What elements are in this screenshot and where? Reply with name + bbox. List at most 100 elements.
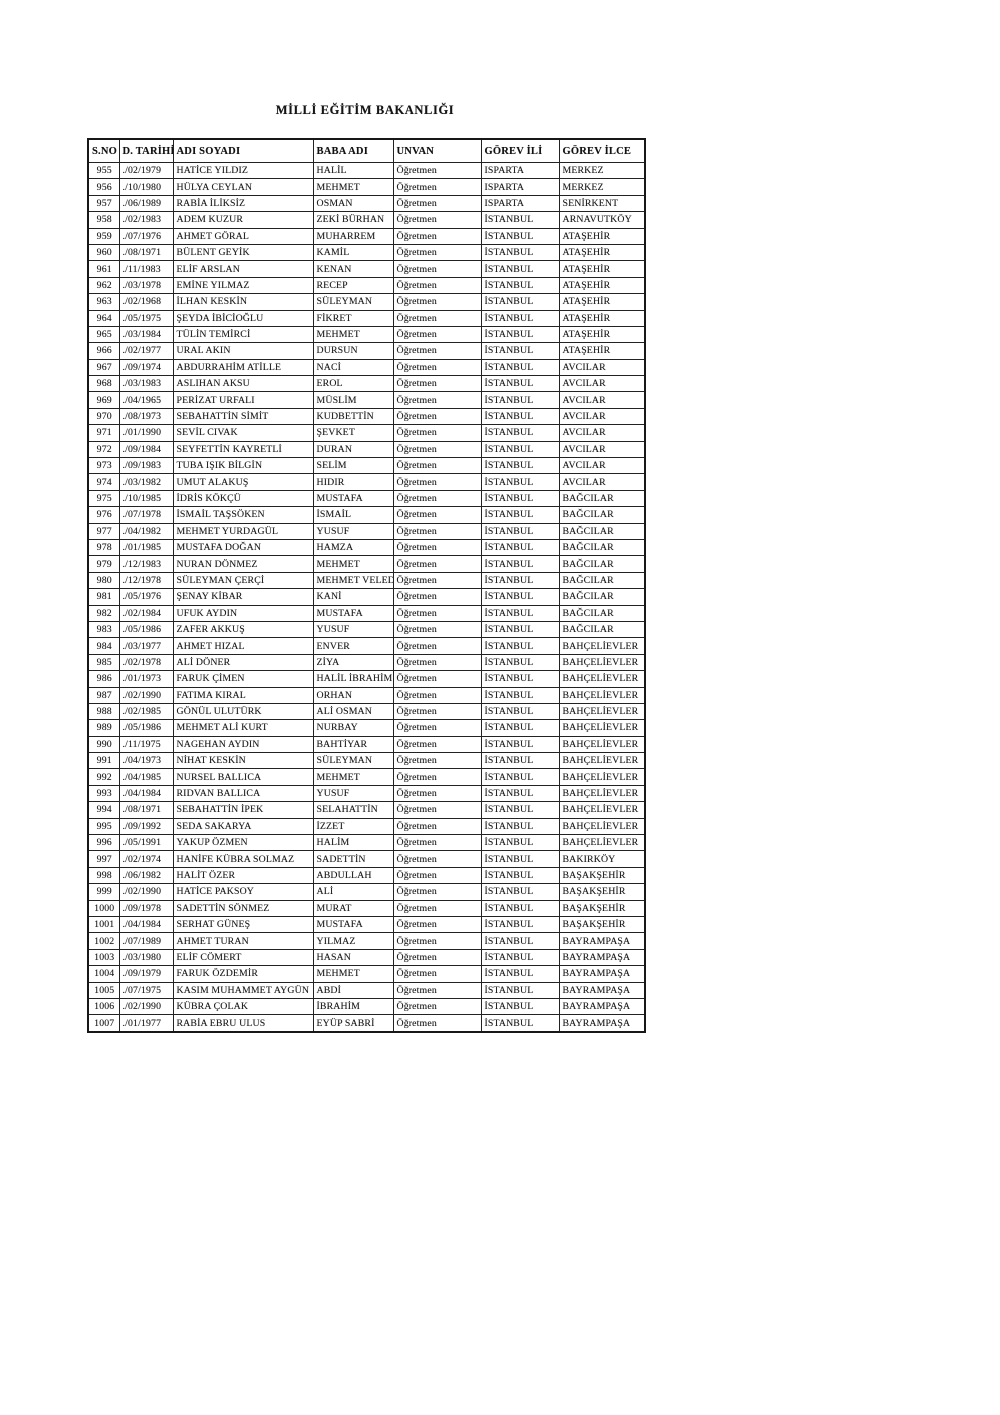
cell-title: Öğretmen <box>392 211 482 229</box>
cell-father-name: SELİM <box>312 457 394 475</box>
cell-district: BAHÇELİEVLER <box>558 784 646 803</box>
cell-name: ALİ DÖNER <box>172 653 314 672</box>
table-row: 968 ./03/1983 ASLIHAN AKSU EROL Öğretmen İSTA… <box>87 375 646 393</box>
cell-name: UFUK AYDIN <box>172 604 314 622</box>
cell-birth-date: ./01/1973 <box>118 670 174 688</box>
cell-district: ATAŞEHİR <box>558 293 646 311</box>
cell-title: Öğretmen <box>392 571 482 590</box>
cell-name: HÜLYA CEYLAN <box>172 178 314 196</box>
table-row: 994 ./08/1971 SEBAHATTİN İPEK SELAHATTİN Öğr… <box>87 801 646 819</box>
cell-birth-date: ./01/1985 <box>118 538 174 557</box>
cell-name: SEYFETTİN KAYRETLİ <box>172 440 314 459</box>
cell-title: Öğretmen <box>392 555 482 573</box>
table-row: 986 ./01/1973 FARUK ÇİMEN HALİL İBRAHİM Öğre… <box>87 670 646 688</box>
cell-birth-date: ./09/1974 <box>118 358 174 377</box>
cell-father-name: YUSUF <box>312 784 394 803</box>
cell-birth-date: ./02/1990 <box>118 997 174 1016</box>
cell-birth-date: ./01/1977 <box>118 1014 174 1033</box>
cell-district: AVCILAR <box>558 424 646 442</box>
cell-name: AHMET HIZAL <box>172 637 314 655</box>
cell-birth-date: ./02/1983 <box>118 211 174 229</box>
cell-sno: 1006 <box>87 997 120 1016</box>
cell-sno: 964 <box>87 309 120 327</box>
cell-province: ISPARTA <box>480 194 560 213</box>
cell-father-name: YUSUF <box>312 522 394 540</box>
cell-name: ADEM KUZUR <box>172 211 314 229</box>
cell-father-name: HALİL İBRAHİM <box>312 670 394 688</box>
cell-title: Öğretmen <box>392 227 482 245</box>
cell-name: NURSEL BALLICA <box>172 768 314 786</box>
cell-father-name: HAMZA <box>312 538 394 557</box>
cell-name: İSMAİL TAŞSÖKEN <box>172 506 314 524</box>
cell-sno: 999 <box>87 883 120 901</box>
cell-sno: 958 <box>87 211 120 229</box>
cell-sno: 980 <box>87 571 120 590</box>
cell-birth-date: ./11/1975 <box>118 735 174 754</box>
cell-sno: 973 <box>87 457 120 475</box>
cell-province: İSTANBUL <box>480 686 560 704</box>
cell-title: Öğretmen <box>392 899 482 917</box>
cell-sno: 997 <box>87 850 120 868</box>
cell-province: İSTANBUL <box>480 375 560 393</box>
cell-province: İSTANBUL <box>480 309 560 327</box>
cell-province: İSTANBUL <box>480 489 560 508</box>
cell-province: İSTANBUL <box>480 555 560 573</box>
cell-title: Öğretmen <box>392 506 482 524</box>
cell-province: ISPARTA <box>480 178 560 196</box>
cell-title: Öğretmen <box>392 161 482 180</box>
table-row: 958 ./02/1983 ADEM KUZUR ZEKİ BÜRHAN Öğretme… <box>87 211 646 229</box>
cell-birth-date: ./03/1982 <box>118 473 174 491</box>
cell-province: İSTANBUL <box>480 571 560 590</box>
table-row: 955 ./02/1979 HATİCE YILDIZ HALİL Öğretmen IS… <box>87 161 646 180</box>
cell-father-name: MUSTAFA <box>312 604 394 622</box>
cell-district: BAYRAMPAŞA <box>558 1014 646 1033</box>
cell-father-name: MURAT <box>312 899 394 917</box>
cell-father-name: YILMAZ <box>312 932 394 950</box>
personnel-table: S.NO D. TARİHİ ADI SOYADI BABA ADI UNVAN GÖRE… <box>87 138 646 1033</box>
cell-title: Öğretmen <box>392 768 482 786</box>
cell-title: Öğretmen <box>392 653 482 672</box>
cell-title: Öğretmen <box>392 866 482 885</box>
cell-title: Öğretmen <box>392 637 482 655</box>
cell-district: BAŞAKŞEHİR <box>558 915 646 934</box>
cell-father-name: ABDULLAH <box>312 866 394 885</box>
cell-sno: 955 <box>87 161 120 180</box>
cell-district: BAHÇELİEVLER <box>558 752 646 770</box>
cell-name: HALİT ÖZER <box>172 866 314 885</box>
cell-father-name: HASAN <box>312 948 394 967</box>
cell-province: İSTANBUL <box>480 834 560 852</box>
cell-province: İSTANBUL <box>480 702 560 721</box>
cell-father-name: ZİYA <box>312 653 394 672</box>
cell-province: İSTANBUL <box>480 752 560 770</box>
cell-title: Öğretmen <box>392 194 482 213</box>
cell-title: Öğretmen <box>392 752 482 770</box>
cell-province: İSTANBUL <box>480 276 560 295</box>
cell-title: Öğretmen <box>392 981 482 999</box>
cell-province: İSTANBUL <box>480 358 560 377</box>
cell-province: İSTANBUL <box>480 981 560 999</box>
cell-birth-date: ./02/1974 <box>118 850 174 868</box>
table-row: 982 ./02/1984 UFUK AYDIN MUSTAFA Öğretmen İST… <box>87 604 646 622</box>
cell-district: BAŞAKŞEHİR <box>558 866 646 885</box>
cell-sno: 1003 <box>87 948 120 967</box>
cell-name: KASIM MUHAMMET AYGÜN <box>172 981 314 999</box>
cell-name: NAGEHAN AYDIN <box>172 735 314 754</box>
cell-birth-date: ./06/1982 <box>118 866 174 885</box>
cell-province: İSTANBUL <box>480 391 560 409</box>
cell-district: BAĞCILAR <box>558 538 646 557</box>
cell-birth-date: ./02/1978 <box>118 653 174 672</box>
cell-name: UMUT ALAKUŞ <box>172 473 314 491</box>
cell-sno: 976 <box>87 506 120 524</box>
cell-name: HANİFE KÜBRA SOLMAZ <box>172 850 314 868</box>
header-row: S.NO D. TARİHİ ADI SOYADI BABA ADI UNVAN GÖRE… <box>87 138 646 163</box>
cell-district: BAKIRKÖY <box>558 850 646 868</box>
cell-province: İSTANBUL <box>480 997 560 1016</box>
cell-sno: 982 <box>87 604 120 622</box>
cell-birth-date: ./03/1984 <box>118 325 174 344</box>
cell-district: AVCILAR <box>558 407 646 426</box>
table-row: 984 ./03/1977 AHMET HIZAL ENVER Öğretmen İSTA… <box>87 637 646 655</box>
cell-name: NİHAT KESKİN <box>172 752 314 770</box>
cell-title: Öğretmen <box>392 1014 482 1033</box>
table-row: 957 ./06/1989 RABİA İLİKSİZ OSMAN Öğretmen IS… <box>87 194 646 213</box>
cell-father-name: KUDBETTİN <box>312 407 394 426</box>
